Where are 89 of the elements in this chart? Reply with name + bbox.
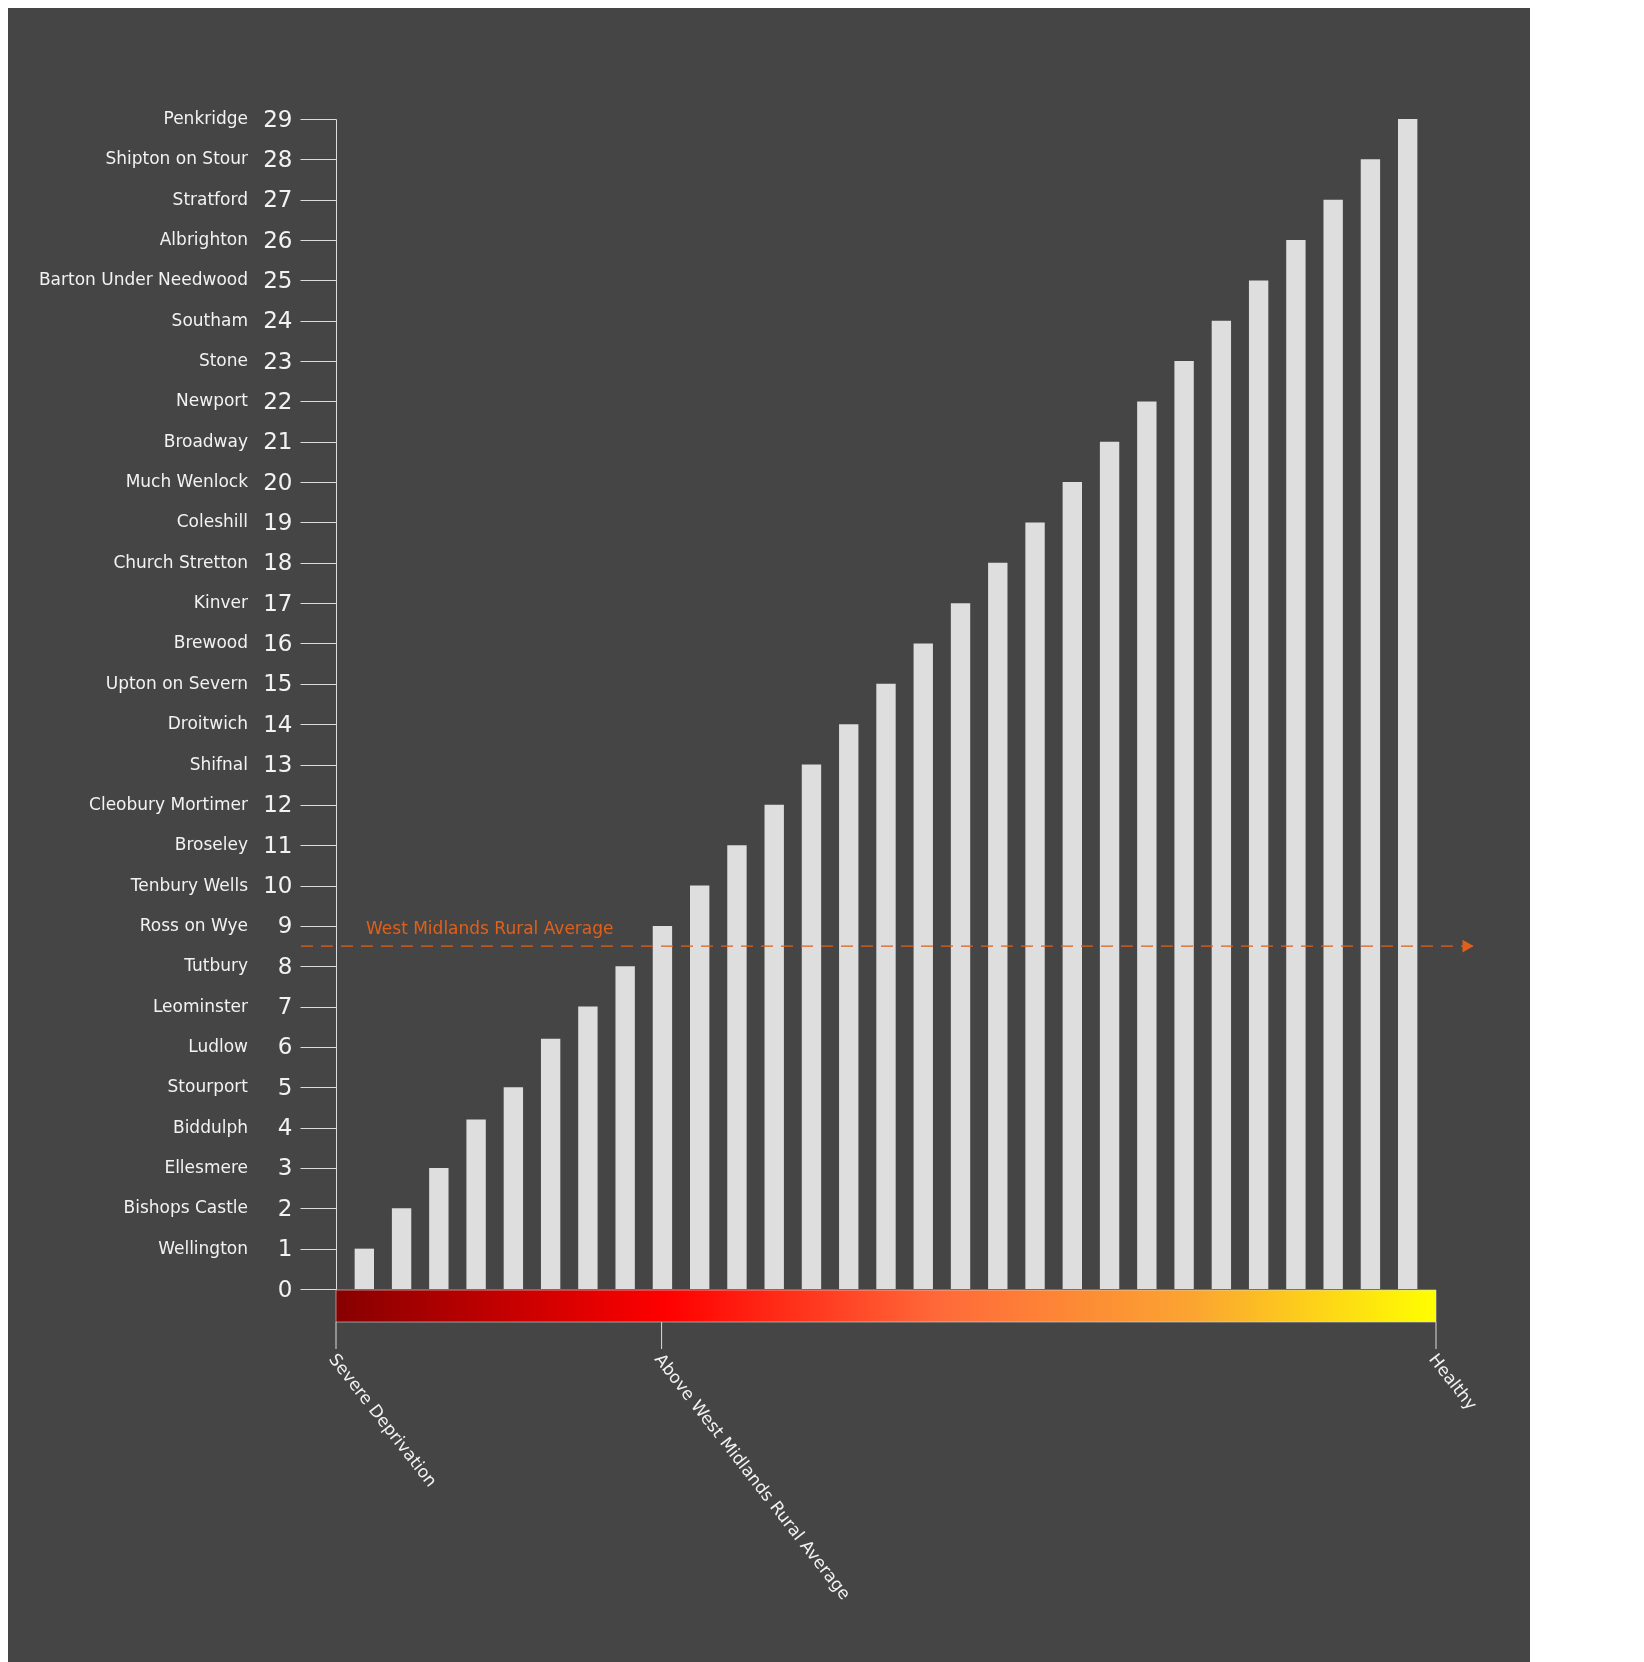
text: Much Wenlock	[125, 471, 249, 492]
bar	[1397, 119, 1418, 1289]
text: Penkridge	[163, 108, 248, 128]
text: Ross on Wye	[139, 914, 248, 935]
y-tick-label: 7	[277, 993, 293, 1020]
text: Stone	[198, 350, 248, 371]
text: Church Stretton	[113, 551, 248, 572]
y-tick-label: 18	[263, 549, 293, 576]
bar	[876, 683, 896, 1289]
text: Coleshill	[176, 511, 248, 532]
y-tick-label: 16	[263, 629, 293, 656]
text: Brewood	[173, 632, 248, 653]
bar	[1174, 361, 1194, 1289]
bar	[988, 562, 1008, 1289]
text: Broseley	[174, 834, 248, 855]
y-tick-label: 26	[263, 226, 293, 253]
y-tick-label: 17	[263, 589, 293, 616]
ref-line-label: West Midlands Rural Average	[366, 918, 614, 939]
text: Tenbury Wells	[129, 874, 249, 895]
bar	[652, 925, 673, 1289]
y-tick-label: 22	[263, 387, 293, 414]
y-tick-label: 28	[263, 145, 293, 172]
text: Stourport	[167, 1076, 249, 1097]
text: Upton on Severn	[105, 672, 248, 693]
y-tick-label: 11	[263, 831, 293, 858]
text: Kinver	[193, 592, 249, 613]
bar	[801, 764, 822, 1289]
text: Newport	[176, 390, 249, 411]
bar	[764, 804, 784, 1289]
bar	[913, 643, 933, 1289]
text: Shipton on Stour	[105, 148, 248, 169]
bar	[1360, 159, 1381, 1289]
text: Albrighton	[159, 229, 248, 250]
y-tick-label: 5	[277, 1073, 293, 1100]
bar	[1062, 482, 1082, 1289]
y-tick-label: 9	[277, 912, 293, 939]
bar	[1137, 401, 1157, 1289]
bar	[727, 845, 747, 1289]
text: Wellington	[158, 1237, 248, 1258]
y-tick-label: 29	[263, 105, 293, 132]
text: Biddulph	[172, 1116, 248, 1137]
y-tick-label: 23	[263, 347, 293, 374]
y-tick-label: 8	[277, 952, 293, 979]
bar	[839, 724, 859, 1289]
y-tick-label: 4	[277, 1114, 293, 1141]
text: Bishops Castle	[123, 1197, 248, 1218]
text: Barton Under Needwood	[38, 269, 248, 290]
bar	[503, 1087, 524, 1289]
y-tick-label: 20	[263, 468, 293, 495]
bar	[540, 1038, 561, 1289]
text: Ellesmere	[164, 1156, 248, 1177]
text: Droitwich	[167, 713, 248, 734]
y-tick-label: 12	[263, 791, 293, 818]
y-tick-label: 25	[263, 266, 293, 293]
text: Leominster	[152, 995, 249, 1016]
bar	[1286, 240, 1306, 1289]
bar	[1248, 280, 1269, 1289]
bar	[950, 603, 971, 1289]
text: Tutbury	[183, 955, 248, 976]
bar	[1099, 441, 1120, 1289]
y-tick-label: 27	[263, 186, 293, 213]
bar	[690, 885, 710, 1289]
bar	[615, 966, 635, 1289]
text: Southam	[171, 309, 248, 330]
y-tick-label: 19	[263, 508, 293, 535]
y-tick-label: 15	[263, 670, 293, 697]
text: Broadway	[163, 430, 248, 451]
text: Ludlow	[188, 1035, 249, 1056]
text: Cleobury Mortimer	[89, 793, 248, 814]
y-tick-label: 13	[263, 751, 293, 778]
y-tick-label: 2	[277, 1194, 293, 1221]
bar	[354, 1248, 375, 1289]
bar	[429, 1167, 449, 1289]
bar	[1211, 320, 1232, 1289]
bar	[466, 1119, 486, 1289]
bar	[391, 1208, 412, 1289]
y-tick-label: 3	[277, 1154, 293, 1181]
bar	[1025, 522, 1045, 1289]
y-tick-label: 24	[263, 307, 293, 334]
bar	[578, 1006, 598, 1289]
y-tick-label: 10	[263, 872, 293, 899]
y-tick-label: 0	[277, 1275, 293, 1302]
y-tick-label: 6	[277, 1033, 293, 1060]
text: Stratford	[172, 188, 248, 209]
y-tick-label: 1	[277, 1235, 293, 1262]
y-tick-label: 14	[263, 710, 293, 737]
text: Shifnal	[189, 753, 248, 774]
bar	[1323, 199, 1343, 1289]
y-tick-label: 21	[263, 428, 293, 455]
